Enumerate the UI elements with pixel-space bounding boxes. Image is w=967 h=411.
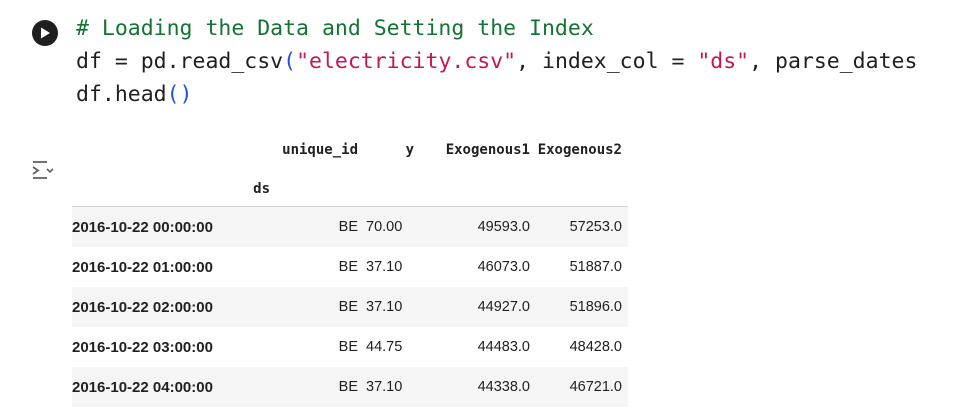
code-token-plain: , parse_dates — [749, 49, 918, 74]
code-token-string: "electricity.csv" — [296, 49, 517, 74]
row-index-cell: 2016-10-22 03:00:00 — [72, 338, 213, 356]
row-index-cell: 2016-10-22 00:00:00 — [72, 218, 213, 236]
cell-y: 70.00 — [366, 219, 403, 235]
cell-exogenous1: 44338.0 — [477, 379, 530, 395]
code-token-plain: df = pd.read_csv — [76, 49, 284, 74]
column-header-y: y — [405, 142, 414, 158]
cell-y: 37.10 — [366, 379, 403, 395]
table-row: 2016-10-22 00:00:00 BE 70.00 49593.0 57253.0 — [72, 206, 628, 247]
column-header-exogenous2: Exogenous2 — [537, 142, 622, 158]
code-line: df = pd.read_csv("electricity.csv", inde… — [76, 45, 917, 78]
table-row: 2016-10-22 03:00:00 BE 44.75 44483.0 48428.0 — [72, 327, 628, 367]
row-index-cell: 2016-10-22 02:00:00 — [72, 298, 213, 316]
code-token-paren: () — [166, 82, 193, 107]
cell-exogenous2: 51896.0 — [569, 299, 622, 315]
index-name-row: ds — [72, 172, 628, 207]
code-editor[interactable]: # Loading the Data and Setting the Index… — [76, 12, 917, 111]
code-token-string: "ds" — [697, 49, 750, 74]
table-body: 2016-10-22 00:00:00 BE 70.00 49593.0 57253.0… — [72, 206, 628, 407]
code-token-comment: # Loading the Data and Setting the Index — [76, 16, 594, 41]
code-token-paren: ( — [283, 49, 297, 74]
code-line: df.head() — [76, 78, 917, 111]
cell-unique-id: BE — [338, 339, 358, 355]
cell-y: 37.10 — [366, 259, 403, 275]
column-header-row: unique_id y Exogenous1 Exogenous2 — [72, 128, 628, 172]
cell-output: unique_id y Exogenous1 Exogenous2 ds 201… — [72, 128, 628, 407]
cell-exogenous2: 51887.0 — [569, 259, 622, 275]
cell-exogenous2: 48428.0 — [569, 339, 622, 355]
header-corner — [72, 128, 270, 172]
cell-y: 44.75 — [366, 339, 403, 355]
row-index-cell: 2016-10-22 04:00:00 — [72, 378, 213, 396]
table-row: 2016-10-22 02:00:00 BE 37.10 44927.0 51896.0 — [72, 287, 628, 327]
column-header-unique-id: unique_id — [282, 142, 358, 158]
output-toggle-button[interactable] — [30, 157, 54, 181]
output-toggle-icon — [32, 161, 54, 179]
cell-y: 37.10 — [366, 299, 403, 315]
cell-exogenous1: 44927.0 — [477, 299, 530, 315]
code-line: # Loading the Data and Setting the Index — [76, 12, 917, 45]
cell-unique-id: BE — [338, 379, 358, 395]
cell-exogenous2: 57253.0 — [569, 219, 622, 235]
index-name: ds — [72, 172, 270, 207]
code-token-plain: df.head — [76, 82, 167, 107]
cell-unique-id: BE — [338, 259, 358, 275]
column-header-exogenous1: Exogenous1 — [445, 142, 530, 158]
play-icon — [41, 27, 50, 39]
cell-unique-id: BE — [338, 299, 358, 315]
code-cell[interactable]: # Loading the Data and Setting the Index… — [0, 0, 967, 124]
row-index-cell: 2016-10-22 01:00:00 — [72, 258, 213, 276]
run-cell-button[interactable] — [32, 20, 58, 46]
cell-exogenous1: 49593.0 — [477, 219, 530, 235]
cell-unique-id: BE — [338, 219, 358, 235]
dataframe-table: unique_id y Exogenous1 Exogenous2 ds 201… — [72, 128, 628, 407]
table-row: 2016-10-22 04:00:00 BE 37.10 44338.0 46721.0 — [72, 367, 628, 407]
cell-exogenous1: 44483.0 — [477, 339, 530, 355]
table-row: 2016-10-22 01:00:00 BE 37.10 46073.0 51887.0 — [72, 247, 628, 287]
cell-exogenous2: 46721.0 — [569, 379, 622, 395]
cell-exogenous1: 46073.0 — [477, 259, 530, 275]
code-token-plain: , index_col = — [516, 49, 698, 74]
